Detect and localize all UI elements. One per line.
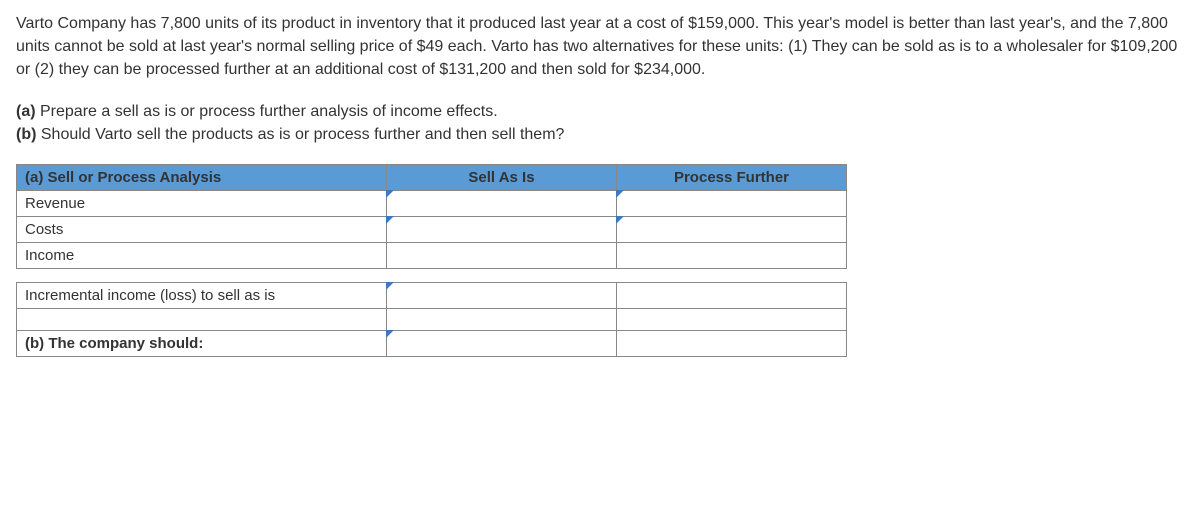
question-b: (b) Should Varto sell the products as is… [16, 123, 1184, 146]
spacer-row [17, 268, 847, 282]
header-process-further: Process Further [617, 164, 847, 190]
question-list: (a) Prepare a sell as is or process furt… [16, 100, 1184, 146]
label-costs: Costs [17, 216, 387, 242]
incremental-sell-input[interactable] [387, 282, 617, 308]
decision-sell-input[interactable] [387, 330, 617, 356]
header-sell-as-is: Sell As Is [387, 164, 617, 190]
revenue-sell-input[interactable] [387, 190, 617, 216]
revenue-process-input[interactable] [617, 190, 847, 216]
label-incremental: Incremental income (loss) to sell as is [17, 282, 387, 308]
question-a-label: (a) [16, 103, 36, 120]
label-revenue: Revenue [17, 190, 387, 216]
row-blank [17, 308, 847, 330]
analysis-table: (a) Sell or Process Analysis Sell As Is … [16, 164, 847, 357]
incremental-process-cell [617, 282, 847, 308]
table-header-row: (a) Sell or Process Analysis Sell As Is … [17, 164, 847, 190]
blank-label [17, 308, 387, 330]
header-left: (a) Sell or Process Analysis [17, 164, 387, 190]
problem-paragraph: Varto Company has 7,800 units of its pro… [16, 12, 1184, 82]
label-income: Income [17, 242, 387, 268]
income-process-cell [617, 242, 847, 268]
row-revenue: Revenue [17, 190, 847, 216]
income-sell-cell [387, 242, 617, 268]
question-a-text: Prepare a sell as is or process further … [36, 103, 498, 120]
blank-process-cell [617, 308, 847, 330]
blank-sell-cell [387, 308, 617, 330]
question-b-label: (b) [16, 126, 36, 143]
decision-process-cell [617, 330, 847, 356]
costs-process-input[interactable] [617, 216, 847, 242]
row-incremental: Incremental income (loss) to sell as is [17, 282, 847, 308]
question-b-text: Should Varto sell the products as is or … [36, 126, 564, 143]
row-decision: (b) The company should: [17, 330, 847, 356]
row-costs: Costs [17, 216, 847, 242]
label-decision: (b) The company should: [17, 330, 387, 356]
question-a: (a) Prepare a sell as is or process furt… [16, 100, 1184, 123]
costs-sell-input[interactable] [387, 216, 617, 242]
row-income: Income [17, 242, 847, 268]
